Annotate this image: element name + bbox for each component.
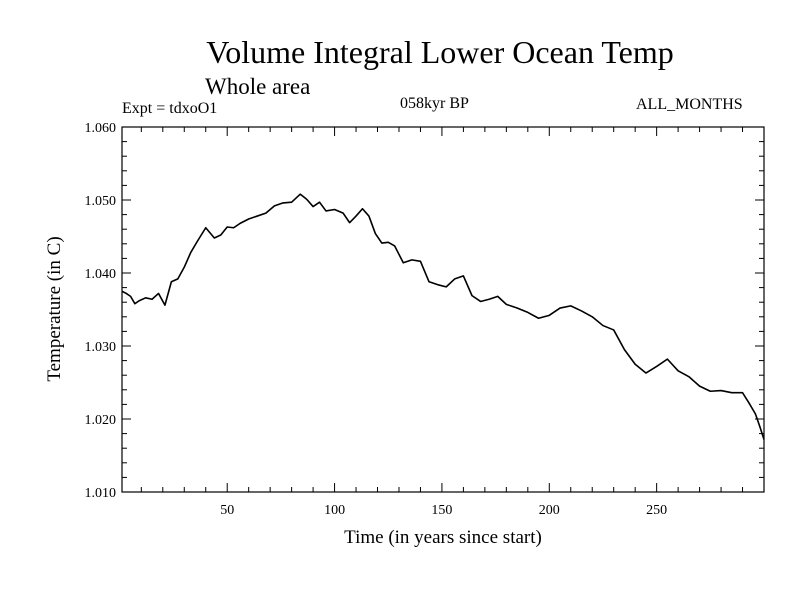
y-tick-label: 1.040: [85, 267, 117, 282]
x-tick-label: 50: [220, 503, 234, 518]
chart-title: Volume Integral Lower Ocean Temp: [206, 34, 674, 70]
y-tick-label: 1.030: [85, 340, 117, 355]
y-tick-label: 1.010: [85, 486, 117, 501]
axis-tick-labels: 50 100 150 200 250 1.010 1.020 1.030 1.040 1.050 1…: [85, 121, 668, 518]
x-tick-label: 150: [431, 503, 452, 518]
y-tick-label: 1.050: [85, 194, 117, 209]
series-line: [121, 193, 765, 440]
x-axis-title: Time (in years since start): [344, 527, 542, 548]
y-tick-label: 1.060: [85, 121, 117, 136]
plot-frame: [121, 126, 765, 493]
y-tick-label: 1.020: [85, 413, 117, 428]
y-axis-title: Temperature (in C): [44, 236, 65, 381]
period-label: 058kyr BP: [400, 95, 469, 112]
months-label: ALL_MONTHS: [636, 96, 743, 113]
x-tick-label: 100: [324, 503, 345, 518]
x-tick-label: 200: [539, 503, 560, 518]
axis-ticks: [122, 126, 764, 493]
experiment-label: Expt = tdxoO1: [122, 100, 218, 117]
x-tick-label: 250: [646, 503, 667, 518]
chart-subtitle: Whole area: [205, 74, 311, 99]
